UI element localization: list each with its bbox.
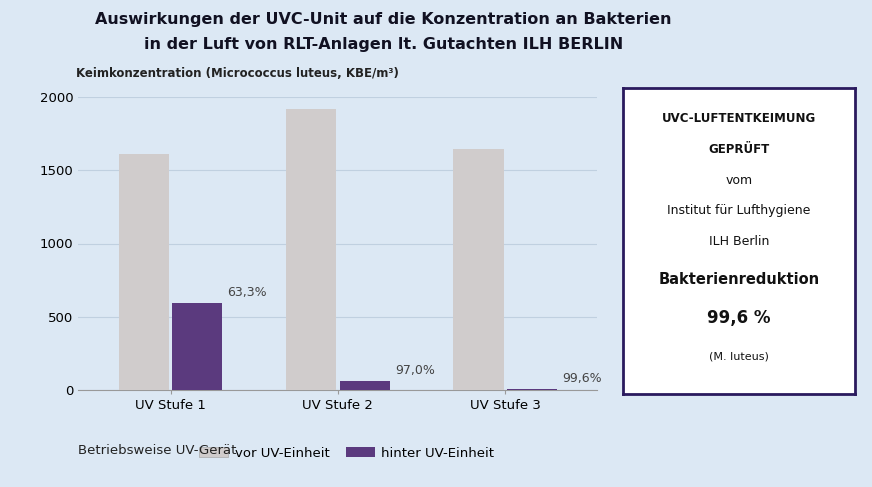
Text: Keimkonzentration (Micrococcus luteus, KBE/m³): Keimkonzentration (Micrococcus luteus, K…	[76, 67, 399, 80]
Bar	[286, 109, 337, 390]
Text: GEPRÜFT: GEPRÜFT	[708, 143, 770, 156]
Text: Betriebsweise UV-Gerät: Betriebsweise UV-Gerät	[78, 444, 237, 457]
Legend: vor UV-Einheit, hinter UV-Einheit: vor UV-Einheit, hinter UV-Einheit	[194, 441, 500, 465]
Text: Institut für Lufthygiene: Institut für Lufthygiene	[667, 204, 811, 217]
Text: vom: vom	[726, 173, 753, 187]
Bar	[172, 303, 222, 390]
Text: Bakterienreduktion: Bakterienreduktion	[658, 272, 820, 287]
Text: 97,0%: 97,0%	[395, 364, 434, 377]
Text: in der Luft von RLT-Anlagen lt. Gutachten ILH BERLIN: in der Luft von RLT-Anlagen lt. Gutachte…	[144, 37, 623, 52]
Bar	[453, 149, 504, 390]
Text: ILH Berlin: ILH Berlin	[709, 235, 769, 248]
Text: 99,6%: 99,6%	[562, 372, 602, 385]
Text: UVC-LUFTENTKEIMUNG: UVC-LUFTENTKEIMUNG	[662, 112, 816, 125]
Bar	[339, 381, 390, 390]
Text: (M. luteus): (M. luteus)	[709, 352, 769, 361]
Bar	[119, 154, 169, 390]
Text: Auswirkungen der UVC-Unit auf die Konzentration an Bakterien: Auswirkungen der UVC-Unit auf die Konzen…	[95, 12, 672, 27]
Text: 63,3%: 63,3%	[228, 286, 267, 300]
Text: 99,6 %: 99,6 %	[707, 309, 771, 327]
Bar	[507, 389, 557, 390]
